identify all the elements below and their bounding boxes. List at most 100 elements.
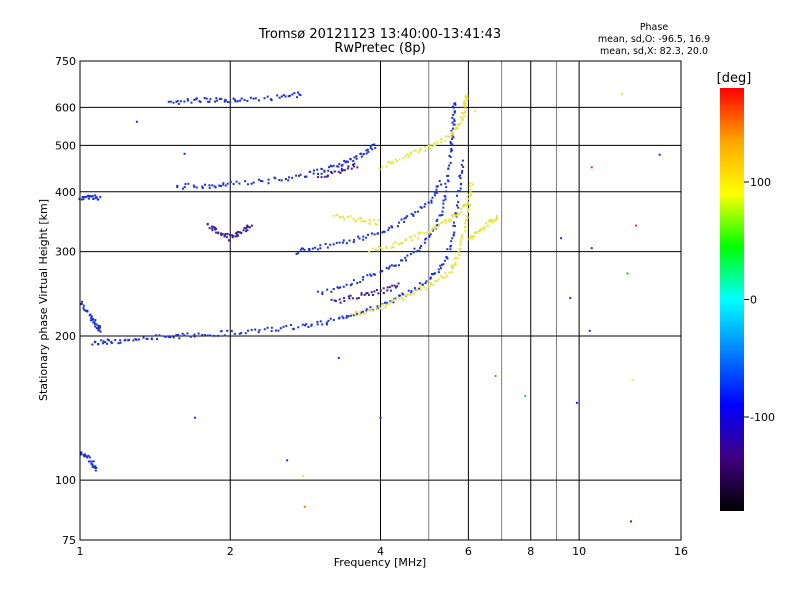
data-point (430, 283, 433, 286)
data-point (230, 330, 233, 333)
data-point (386, 289, 389, 292)
data-point (453, 128, 456, 131)
data-point (83, 196, 86, 199)
data-point (146, 337, 149, 340)
data-point (378, 246, 381, 249)
data-point (454, 261, 457, 264)
data-point (371, 247, 374, 250)
data-point (105, 342, 108, 345)
data-point (453, 231, 456, 234)
data-point (340, 169, 343, 172)
data-point (453, 123, 456, 126)
data-point (441, 276, 444, 279)
data-point (363, 312, 366, 315)
data-point (323, 169, 326, 172)
data-point (278, 96, 281, 99)
data-point (179, 100, 182, 103)
data-point (458, 253, 461, 256)
data-point (387, 267, 390, 270)
data-point (325, 323, 328, 326)
data-point (342, 169, 345, 172)
data-point (487, 224, 490, 227)
data-point (365, 236, 368, 239)
data-point (376, 249, 379, 252)
data-point (365, 292, 368, 295)
stats-heading: Phase (640, 22, 669, 33)
data-point (285, 324, 288, 327)
data-point (329, 243, 332, 246)
data-point (399, 242, 402, 245)
data-point (279, 327, 282, 330)
data-point (418, 287, 421, 290)
data-point (373, 143, 376, 146)
data-point (461, 117, 464, 120)
data-point (270, 99, 273, 102)
data-point (404, 259, 407, 262)
data-point (410, 239, 413, 242)
data-point (276, 94, 279, 97)
data-point (377, 219, 380, 222)
data-point (392, 301, 395, 304)
data-point (284, 95, 287, 98)
data-point (356, 282, 359, 285)
data-point (329, 317, 332, 320)
data-point (97, 342, 100, 345)
data-point (373, 233, 376, 236)
data-point (360, 155, 363, 158)
data-point (295, 96, 298, 99)
data-point (391, 161, 394, 164)
x-tick-label: 1 (77, 545, 84, 558)
data-point (169, 336, 172, 339)
data-point (439, 267, 442, 270)
data-point (117, 342, 120, 345)
data-point (107, 339, 110, 342)
data-point (210, 225, 213, 228)
data-point (435, 185, 438, 188)
data-point (354, 314, 357, 317)
data-point (358, 314, 361, 317)
data-point (208, 227, 211, 230)
data-point (359, 281, 362, 284)
data-point (407, 155, 410, 158)
data-point (440, 141, 443, 144)
data-point (87, 460, 90, 463)
data-point (430, 201, 433, 204)
data-point (245, 225, 248, 228)
data-point (404, 154, 407, 157)
data-point (284, 178, 287, 181)
data-point (419, 246, 422, 249)
data-point (224, 184, 227, 187)
data-point (287, 179, 290, 182)
data-point (215, 231, 218, 234)
data-point (474, 109, 477, 112)
chart-subtitle: RwPretec (8p) (334, 41, 425, 56)
data-point (454, 127, 457, 130)
data-point (389, 300, 392, 303)
data-point (366, 291, 369, 294)
data-point (469, 182, 472, 185)
data-point (245, 227, 248, 230)
data-point (468, 193, 471, 196)
data-point (201, 187, 204, 190)
data-point (453, 118, 456, 121)
data-point (463, 100, 466, 103)
data-point (80, 451, 83, 454)
data-point (437, 271, 440, 274)
data-point (169, 100, 172, 103)
data-point (634, 224, 637, 227)
x-tick-label: 6 (465, 545, 472, 558)
data-point (396, 160, 399, 163)
data-point (405, 294, 408, 297)
data-point (94, 325, 97, 328)
data-point (362, 275, 365, 278)
data-point (357, 235, 360, 238)
data-point (229, 101, 232, 104)
data-point (212, 225, 215, 228)
data-point (345, 160, 348, 163)
data-point (418, 149, 421, 152)
data-point (229, 180, 232, 183)
data-point (452, 214, 455, 217)
data-point (321, 292, 324, 295)
data-point (424, 145, 427, 148)
data-point (438, 214, 441, 217)
